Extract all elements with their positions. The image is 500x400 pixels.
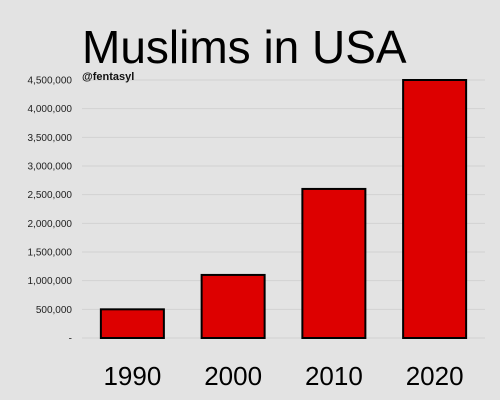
y-tick-label: 2,000,000 <box>28 219 73 230</box>
y-axis-ticks: - 500,000 1,000,000 1,500,000 2,000,000 2,500… <box>28 76 73 345</box>
y-tick-label: 1,500,000 <box>28 248 73 259</box>
bar-2020 <box>402 79 468 339</box>
y-tick-label: - <box>69 334 72 345</box>
y-tick-label: 4,500,000 <box>28 76 73 87</box>
author-handle: @fentasyl <box>82 71 134 83</box>
y-tick-label: 3,000,000 <box>28 162 73 173</box>
x-tick-label: 2020 <box>406 361 464 391</box>
y-tick-label: 500,000 <box>36 305 73 316</box>
y-tick-label: 2,500,000 <box>28 190 73 201</box>
bar-2000 <box>200 273 266 339</box>
bar-2010 <box>301 187 367 339</box>
bar-1990 <box>99 308 165 340</box>
bars <box>99 79 468 340</box>
y-tick-label: 1,000,000 <box>28 276 73 287</box>
y-tick-label: 3,500,000 <box>28 133 73 144</box>
x-tick-label: 2000 <box>204 361 262 391</box>
chart-title: Muslims in USA <box>82 21 407 73</box>
x-tick-label: 2010 <box>305 361 363 391</box>
y-tick-label: 4,000,000 <box>28 104 73 115</box>
x-tick-label: 1990 <box>103 361 161 391</box>
x-axis-ticks: 1990 2000 2010 2020 <box>103 361 463 391</box>
